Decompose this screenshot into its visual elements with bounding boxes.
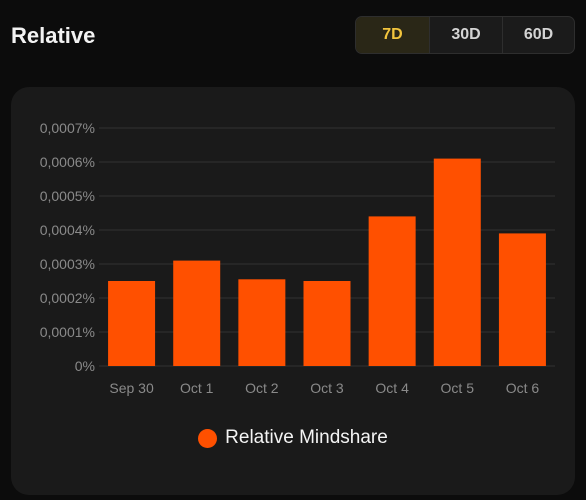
bar-chart: 0% 0,0001% 0,0002% 0,0003% 0,0004% 0,0005% 0,0… [40, 120, 555, 396]
y-tick-label: 0,0002% [40, 290, 95, 306]
legend-swatch [198, 428, 218, 448]
y-tick-label: 0,0007% [40, 120, 95, 136]
chart-card: 0% 0,0001% 0,0002% 0,0003% 0,0004% 0,0005% 0,0… [11, 87, 575, 495]
bar [108, 281, 156, 366]
y-tick-label: 0,0003% [40, 256, 95, 272]
bar [173, 260, 221, 366]
legend-label[interactable]: Relative Mindshare [225, 427, 388, 448]
x-tick-label: Oct 4 [375, 380, 409, 396]
y-tick-label: 0,0001% [40, 324, 95, 340]
x-tick-label: Oct 6 [506, 380, 540, 396]
y-tick-label: 0,0006% [40, 154, 95, 170]
page-title: Relative [11, 23, 96, 48]
bar [238, 279, 286, 366]
x-tick-label: Oct 5 [441, 380, 475, 396]
x-tick-label: Oct 1 [180, 380, 214, 396]
range-60d-button[interactable]: 60D [502, 17, 574, 53]
x-tick-label: Oct 2 [245, 380, 279, 396]
bar [368, 216, 416, 366]
bar [303, 281, 351, 366]
time-range-selector: 7D 30D 60D [355, 16, 575, 54]
range-30d-button[interactable]: 30D [429, 17, 502, 53]
bar [498, 233, 546, 366]
x-tick-label: Sep 30 [109, 380, 154, 396]
y-tick-label: 0,0005% [40, 188, 95, 204]
bar [433, 158, 481, 366]
x-tick-label: Oct 3 [310, 380, 344, 396]
chart-legend: Relative Mindshare [11, 427, 575, 449]
y-tick-label: 0% [75, 358, 95, 374]
y-tick-label: 0,0004% [40, 222, 95, 238]
range-7d-button[interactable]: 7D [356, 17, 429, 53]
